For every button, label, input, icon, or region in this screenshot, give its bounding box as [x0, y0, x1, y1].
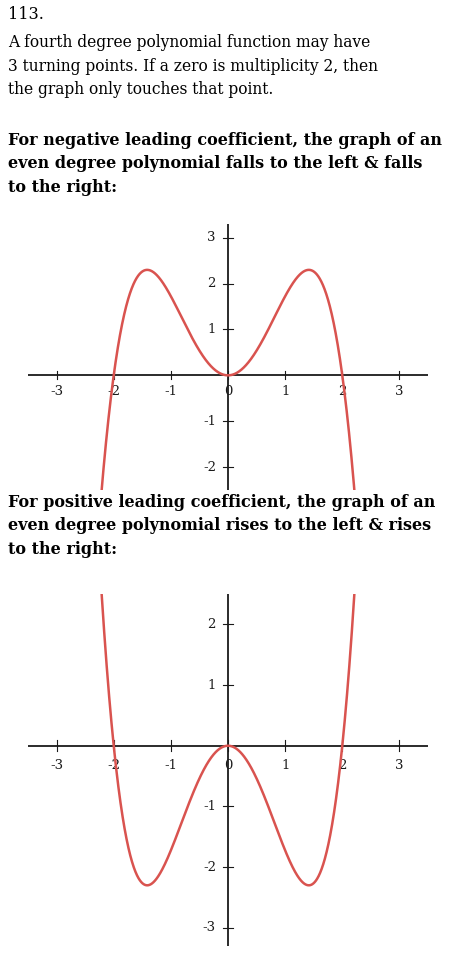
Text: -3: -3: [50, 385, 63, 399]
Text: 1: 1: [207, 323, 216, 336]
Text: 3: 3: [394, 759, 403, 771]
Text: -2: -2: [107, 385, 120, 399]
Text: 0: 0: [223, 759, 232, 771]
Text: 2: 2: [337, 385, 346, 399]
Text: 0: 0: [223, 385, 232, 399]
Text: -1: -1: [164, 759, 177, 771]
Text: 3: 3: [207, 231, 216, 245]
Text: -2: -2: [202, 860, 216, 874]
Text: 2: 2: [207, 277, 216, 290]
Text: 2: 2: [337, 759, 346, 771]
Text: -1: -1: [164, 385, 177, 399]
Text: -2: -2: [202, 461, 216, 473]
Text: -2: -2: [107, 759, 120, 771]
Text: -3: -3: [202, 922, 216, 934]
Text: For negative leading coefficient, the graph of an
even degree polynomial falls t: For negative leading coefficient, the gr…: [8, 132, 441, 196]
Text: 1: 1: [280, 759, 288, 771]
Text: A fourth degree polynomial function may have
3 turning points. If a zero is mult: A fourth degree polynomial function may …: [8, 34, 377, 98]
Text: 1: 1: [207, 679, 216, 691]
Text: 1: 1: [280, 385, 288, 399]
Text: 113.: 113.: [8, 6, 44, 23]
Text: -1: -1: [202, 415, 216, 427]
Text: 2: 2: [207, 618, 216, 631]
Text: 3: 3: [394, 385, 403, 399]
Text: -3: -3: [50, 759, 63, 771]
Text: For positive leading coefficient, the graph of an
even degree polynomial rises t: For positive leading coefficient, the gr…: [8, 494, 435, 558]
Text: -1: -1: [202, 800, 216, 813]
